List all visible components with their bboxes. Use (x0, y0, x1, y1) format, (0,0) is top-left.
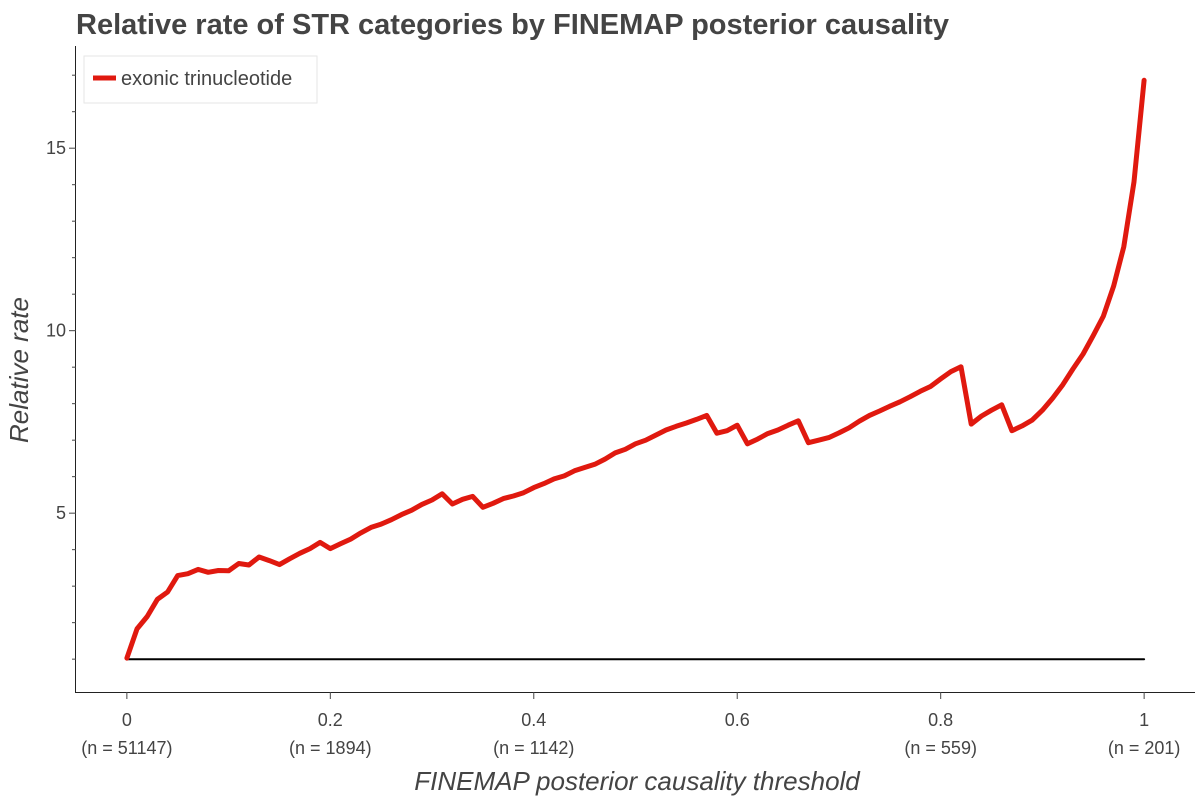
x-tick-label: 0 (122, 710, 132, 730)
y-tick-label: 10 (46, 321, 66, 341)
x-tick-label: 0.6 (725, 710, 750, 730)
series-line-exonic-trinucleotide (124, 77, 1147, 661)
x-tick-label: 1 (1139, 710, 1149, 730)
x-tick-label: 0.2 (318, 710, 343, 730)
legend-box (83, 55, 318, 104)
x-tick-sublabel: (n = 51147) (81, 738, 172, 758)
legend: exonic trinucleotide (83, 55, 318, 104)
x-tick-label: 0.8 (928, 710, 953, 730)
x-axis-title: FINEMAP posterior causality threshold (414, 766, 861, 796)
x-tick-sublabel: (n = 559) (904, 738, 977, 758)
y-axis-title: Relative rate (4, 297, 34, 443)
y-tick-label: 5 (56, 503, 66, 523)
plot-area: 5 10 15 0 (n = 51147) 0.2 (n = 1894) 0.4 (n = 1… (46, 46, 1195, 758)
legend-label-exonic-trinucleotide: exonic trinucleotide (121, 68, 292, 90)
x-tick-sublabel: (n = 201) (1108, 738, 1181, 758)
chart-title: Relative rate of STR categories by FINEM… (76, 9, 949, 41)
x-axis-ticks: 0 (n = 51147) 0.2 (n = 1894) 0.4 (n = 1142) 0.… (81, 692, 1180, 758)
x-tick-sublabel: (n = 1894) (289, 738, 372, 758)
series-lines (124, 77, 1147, 661)
x-tick-label: 0.4 (521, 710, 546, 730)
x-tick-sublabel: (n = 1142) (493, 738, 574, 758)
y-tick-label: 15 (46, 138, 66, 158)
y-axis-ticks: 5 10 15 (46, 74, 76, 660)
